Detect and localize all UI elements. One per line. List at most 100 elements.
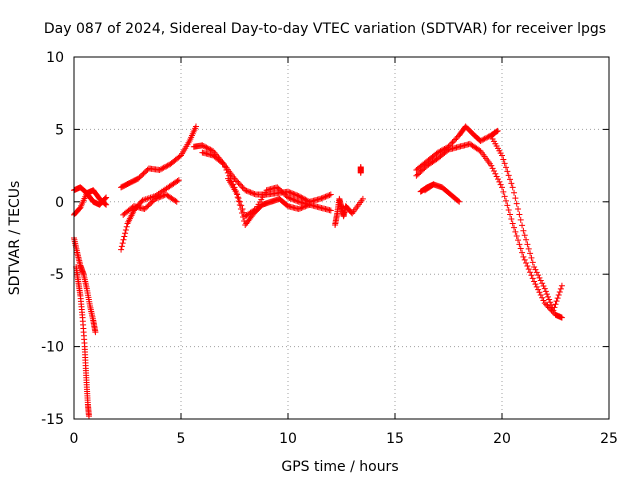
data-point-track-h [322,193,329,200]
data-point-track-h [295,193,302,200]
data-point-track-h [207,146,214,153]
data-point-track-n [523,259,530,266]
data-point-track-m [494,127,501,134]
data-point-track-i [282,191,289,198]
data-point-track-g [157,193,164,200]
data-point-track-m [436,148,443,155]
data-point-track-h [247,189,254,196]
data-point-track-g [154,194,161,201]
data-point-track-n [516,241,523,248]
data-point-track-o [523,236,530,243]
data-point-track-n [544,303,551,310]
data-point-track-g [144,203,151,210]
data-point-track-o [516,211,523,218]
x-tick-label: 0 [70,431,79,447]
x-tick-label: 15 [386,431,404,447]
data-point-track-j [327,207,334,214]
data-point-track-n [533,283,540,290]
data-point-track-o [542,288,549,295]
data-point-track-o [529,259,536,266]
data-point-track-n [490,168,497,175]
data-point-track-n [520,253,527,260]
data-point-track-o [533,269,540,276]
y-tick-label: 0 [55,195,64,211]
data-point-track-f [175,177,182,184]
data-point-track-h [321,194,328,201]
data-point-track-j [302,203,309,210]
data-point-track-n [489,165,496,172]
data-point-track-m [477,137,484,144]
data-point-track-o [521,232,528,239]
data-point-track-e [163,163,170,170]
data-point-track-m [452,136,459,143]
data-point-track-j [299,204,306,211]
data-point-track-n [444,147,451,154]
data-point-track-g [142,204,149,211]
data-point-track-f [123,223,130,230]
data-point-track-o [500,156,507,163]
data-point-track-g [146,200,153,207]
data-point-track-n [541,300,548,307]
data-point-track-m [484,134,491,141]
y-tick-label: 5 [55,122,64,138]
data-point-track-h [199,142,206,149]
data-point-track-g [159,193,166,200]
data-point-track-h [298,194,305,201]
data-point-track-m [449,139,456,146]
data-point-track-g [172,197,179,204]
data-point-track-n [528,272,535,279]
data-point-track-o [525,245,532,252]
data-point-track-n [539,294,546,301]
data-point-track-m [481,135,488,142]
data-point-track-h [293,191,300,198]
y-tick-label: -5 [50,267,64,283]
data-point-track-h [323,193,330,200]
data-point-track-n [494,176,501,183]
data-point-track-f [119,240,126,247]
data-point-track-h [327,191,334,198]
data-point-track-h [297,193,304,200]
data-point-track-o [519,222,526,229]
data-point-track-i [294,198,301,205]
data-point-track-h [243,187,250,194]
data-point-track-h [326,192,333,199]
data-point-track-h [248,189,255,196]
data-point-track-n [492,170,499,177]
data-point-track-p [456,198,463,205]
x-axis-label: GPS time / hours [281,459,398,475]
data-point-track-e [164,162,171,169]
data-point-track-n [493,173,500,180]
data-point-track-i [290,196,297,203]
data-point-track-o [547,299,554,306]
y-tick-label: -10 [41,340,64,356]
data-point-track-n [417,168,424,175]
data-point-track-o [540,282,547,289]
data-point-track-o [512,195,519,202]
data-point-track-h [202,143,209,150]
data-point-track-i [293,197,300,204]
data-point-track-n [501,193,508,200]
data-point-track-n [524,263,531,270]
data-point-track-n [532,281,539,288]
data-point-track-n [504,202,511,209]
data-point-track-n [499,184,505,191]
data-point-track-p [455,197,462,204]
data-point-track-m [478,137,485,144]
data-point-track-o [541,285,548,292]
data-point-track-i [289,196,296,203]
data-point-track-n [543,301,550,308]
data-point-track-n [413,172,420,179]
data-point-track-o [520,227,527,234]
data-point-track-g [148,199,155,206]
data-point-track-o [509,184,516,191]
data-point-track-n [527,269,534,276]
data-point-track-n [537,292,544,299]
x-tick-label: 25 [600,431,618,447]
plot-frame [73,56,610,420]
data-point-track-m [437,148,444,155]
data-point-track-h [246,188,253,195]
data-point-track-n [511,224,518,231]
y-tick-label: -15 [41,412,64,428]
data-point-track-i [287,195,294,202]
data-point-track-g [145,202,152,209]
